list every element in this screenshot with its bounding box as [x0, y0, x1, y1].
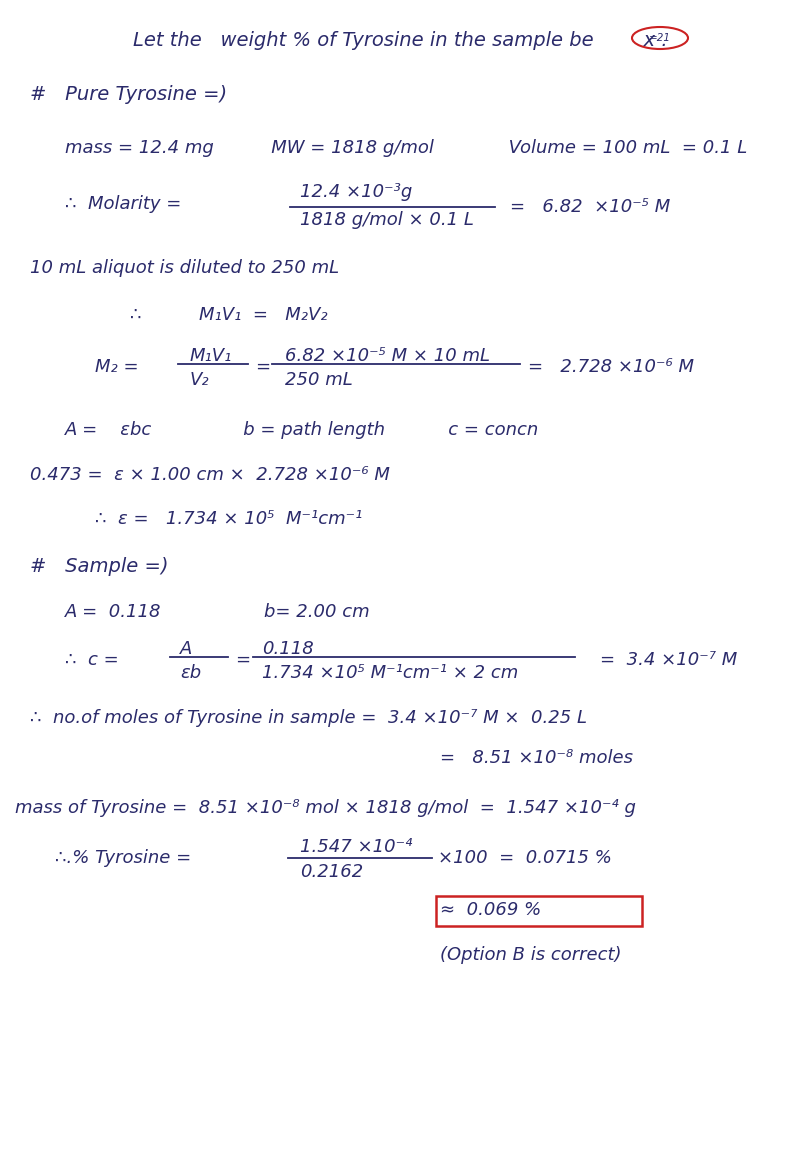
Text: ∴  ε =   1.734 × 10⁵  M⁻¹cm⁻¹: ∴ ε = 1.734 × 10⁵ M⁻¹cm⁻¹	[95, 510, 362, 529]
Text: ∴          M₁V₁  =   M₂V₂: ∴ M₁V₁ = M₂V₂	[130, 306, 328, 324]
Text: (Option B is correct): (Option B is correct)	[440, 946, 622, 964]
Text: #   Sample =): # Sample =)	[30, 557, 169, 577]
Text: 0.118: 0.118	[262, 640, 314, 658]
Text: A =  0.118                  b= 2.00 cm: A = 0.118 b= 2.00 cm	[65, 603, 370, 620]
Text: ×100  =  0.0715 %: ×100 = 0.0715 %	[438, 849, 612, 867]
Text: =21: =21	[649, 33, 671, 43]
Text: =   2.728 ×10⁻⁶ M: = 2.728 ×10⁻⁶ M	[528, 358, 694, 376]
Text: 12.4 ×10⁻³g: 12.4 ×10⁻³g	[300, 183, 412, 201]
Text: 1818 g/mol × 0.1 L: 1818 g/mol × 0.1 L	[300, 211, 474, 229]
Text: ∴.% Tyrosine =: ∴.% Tyrosine =	[55, 849, 191, 867]
Text: M₂ =: M₂ =	[95, 358, 138, 376]
Bar	[436, 896, 642, 926]
Text: V₂: V₂	[190, 371, 210, 390]
Text: mass = 12.4 mg          MW = 1818 g/mol             Volume = 100 mL  = 0.1 L: mass = 12.4 mg MW = 1818 g/mol Volume = …	[65, 139, 747, 157]
Text: =: =	[255, 358, 270, 376]
Text: 250 mL: 250 mL	[285, 371, 353, 390]
Text: ≈  0.069 %: ≈ 0.069 %	[440, 901, 542, 919]
Text: ∴  Molarity =: ∴ Molarity =	[65, 195, 182, 213]
Text: =: =	[235, 651, 250, 669]
Text: Let the   weight % of Tyrosine in the sample be        x .: Let the weight % of Tyrosine in the samp…	[133, 31, 667, 49]
Text: =   8.51 ×10⁻⁸ moles: = 8.51 ×10⁻⁸ moles	[440, 749, 633, 768]
Text: 0.473 =  ε × 1.00 cm ×  2.728 ×10⁻⁶ M: 0.473 = ε × 1.00 cm × 2.728 ×10⁻⁶ M	[30, 466, 390, 484]
Text: A =    εbc                b = path length           c = concn: A = εbc b = path length c = concn	[65, 421, 539, 439]
Text: εb: εb	[180, 664, 201, 683]
Text: A: A	[180, 640, 192, 658]
Text: 6.82 ×10⁻⁵ M × 10 mL: 6.82 ×10⁻⁵ M × 10 mL	[285, 347, 490, 365]
Text: ∴  c =: ∴ c =	[65, 651, 118, 669]
Text: =   6.82  ×10⁻⁵ M: = 6.82 ×10⁻⁵ M	[510, 198, 670, 216]
Text: 0.2162: 0.2162	[300, 863, 363, 881]
Text: 1.734 ×10⁵ M⁻¹cm⁻¹ × 2 cm: 1.734 ×10⁵ M⁻¹cm⁻¹ × 2 cm	[262, 664, 518, 683]
Text: 1.547 ×10⁻⁴: 1.547 ×10⁻⁴	[300, 838, 412, 856]
Text: #   Pure Tyrosine =): # Pure Tyrosine =)	[30, 85, 227, 105]
Text: ∴  no.of moles of Tyrosine in sample =  3.4 ×10⁻⁷ M ×  0.25 L: ∴ no.of moles of Tyrosine in sample = 3.…	[30, 709, 587, 727]
Text: =  3.4 ×10⁻⁷ M: = 3.4 ×10⁻⁷ M	[600, 651, 738, 669]
Text: mass of Tyrosine =  8.51 ×10⁻⁸ mol × 1818 g/mol  =  1.547 ×10⁻⁴ g: mass of Tyrosine = 8.51 ×10⁻⁸ mol × 1818…	[15, 799, 636, 817]
Text: 10 mL aliquot is diluted to 250 mL: 10 mL aliquot is diluted to 250 mL	[30, 259, 339, 277]
Text: M₁V₁: M₁V₁	[190, 347, 232, 365]
